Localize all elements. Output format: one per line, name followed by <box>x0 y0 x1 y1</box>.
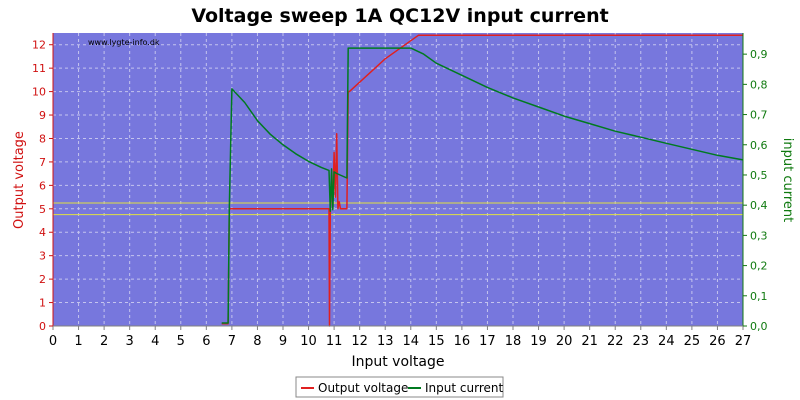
x-axis-ticks: 0 1 2 3 4 5 6 7 8 9 10 11 12 13 14 15 16 17 18 19 20 21 22 23 24… <box>49 326 751 349</box>
plot-area <box>53 33 743 326</box>
y-right-ticks: 0,0 0,1 0,2 0,3 0,4 0,5 0,6 0,7 0,8 0,9 <box>743 48 768 333</box>
y-left-tick-label: 10 <box>32 86 46 99</box>
y-right-axis-label: input current <box>780 138 795 222</box>
y-left-tick-label: 0 <box>39 320 46 333</box>
y-right-tick-label: 0,1 <box>750 290 768 303</box>
x-tick-label: 9 <box>279 334 287 349</box>
y-left-tick-label: 5 <box>39 203 46 216</box>
x-tick-label: 7 <box>228 334 236 349</box>
y-left-tick-label: 11 <box>32 62 46 75</box>
legend-label-output-voltage: Output voltage <box>318 381 408 395</box>
y-left-tick-label: 12 <box>32 39 46 52</box>
x-tick-label: 3 <box>126 334 134 349</box>
y-right-tick-label: 0,3 <box>750 229 768 242</box>
x-tick-label: 10 <box>300 334 317 349</box>
x-tick-label: 2 <box>100 334 108 349</box>
series-line-input-current <box>221 47 744 324</box>
x-tick-label: 19 <box>530 334 547 349</box>
x-tick-label: 27 <box>735 334 752 349</box>
y-right-tick-label: 0,8 <box>750 78 768 91</box>
y-right-tick-label: 0,5 <box>750 169 768 182</box>
x-tick-label: 4 <box>151 334 159 349</box>
x-tick-label: 1 <box>74 334 82 349</box>
y-right-tick-label: 0,9 <box>750 48 768 61</box>
y-right-tick-label: 0,0 <box>750 320 768 333</box>
series-layer <box>221 34 744 327</box>
legend-label-input-current: Input current <box>425 381 503 395</box>
x-tick-label: 5 <box>177 334 185 349</box>
x-tick-label: 11 <box>326 334 343 349</box>
x-tick-label: 25 <box>684 334 701 349</box>
y-left-tick-label: 9 <box>39 109 46 122</box>
x-tick-label: 14 <box>403 334 420 349</box>
x-tick-label: 24 <box>658 334 675 349</box>
x-tick-label: 17 <box>479 334 496 349</box>
x-tick-label: 23 <box>633 334 650 349</box>
x-tick-label: 13 <box>377 334 394 349</box>
y-left-axis-label: Output voltage <box>12 131 27 229</box>
y-left-tick-label: 8 <box>39 132 46 145</box>
x-tick-label: 26 <box>709 334 726 349</box>
x-tick-label: 15 <box>428 334 445 349</box>
chart-title: Voltage sweep 1A QC12V input current <box>191 5 608 27</box>
y-left-tick-label: 3 <box>39 250 46 263</box>
y-right-tick-label: 0,7 <box>750 109 768 122</box>
x-tick-label: 21 <box>581 334 598 349</box>
y-left-tick-label: 1 <box>39 297 46 310</box>
series-line-output-voltage <box>221 34 743 327</box>
reference-lines <box>53 202 743 216</box>
legend-box <box>295 376 504 398</box>
x-tick-label: 20 <box>556 334 573 349</box>
x-tick-label: 18 <box>505 334 522 349</box>
x-tick-label: 16 <box>454 334 471 349</box>
x-tick-label: 12 <box>351 334 368 349</box>
watermark: www.lygte-info.dk <box>88 38 160 47</box>
x-tick-label: 6 <box>202 334 210 349</box>
y-left-tick-label: 7 <box>39 156 46 169</box>
x-axis-label: Input voltage <box>351 354 444 370</box>
y-right-tick-label: 0,4 <box>750 199 768 212</box>
x-tick-label: 0 <box>49 334 57 349</box>
y-left-tick-label: 6 <box>39 179 46 192</box>
y-right-tick-label: 0,2 <box>750 260 768 273</box>
y-left-tick-label: 2 <box>39 273 46 286</box>
y-right-tick-label: 0,6 <box>750 139 768 152</box>
x-tick-label: 22 <box>607 334 624 349</box>
x-tick-label: 8 <box>253 334 261 349</box>
y-left-tick-label: 4 <box>39 226 46 239</box>
legend: Output voltage Input current <box>295 376 504 398</box>
